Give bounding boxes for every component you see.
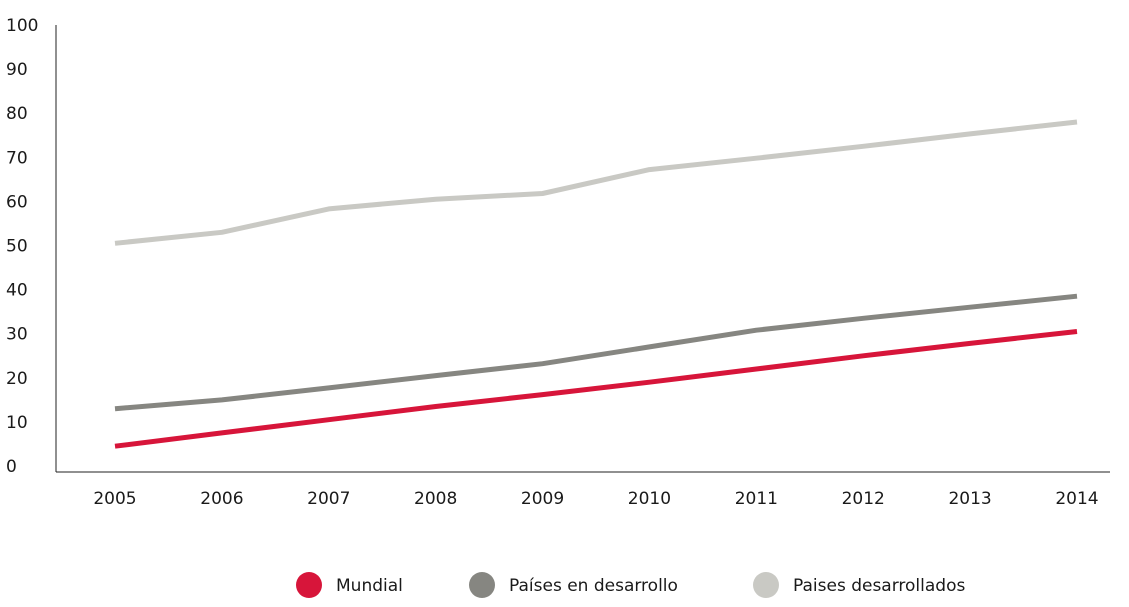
x-tick-label: 2005 [93,489,136,509]
legend-label-3: Paises desarrollados [793,576,965,596]
x-tick-label: 2013 [948,489,991,509]
series-lines [114,119,1078,449]
y-tick-label: 90 [6,60,28,80]
x-tick-label: 2012 [842,489,885,509]
series-line-1 [114,329,1078,449]
y-tick-label: 20 [6,369,28,389]
legend: Mundial Países en desarrollo Paises desarr… [296,572,965,598]
x-tick-label: 2010 [628,489,671,509]
x-tick-label: 2007 [307,489,350,509]
x-tick-label: 2009 [521,489,564,509]
y-tick-label: 40 [6,281,28,301]
legend-label-1: Mundial [336,576,403,596]
x-tick-label: 2014 [1055,489,1098,509]
legend-swatch-2 [469,572,495,598]
legend-label-2: Países en desarrollo [509,576,678,596]
y-tick-label: 10 [6,413,28,433]
y-tick-label: 60 [6,192,28,212]
y-tick-label: 70 [6,148,28,168]
x-tick-label: 2011 [735,489,778,509]
series-line-2 [114,293,1078,412]
legend-swatch-3 [753,572,779,598]
series-line-3 [114,119,1078,246]
y-tick-label: 80 [6,104,28,124]
x-tick-label: 2008 [414,489,457,509]
y-tick-label: 50 [6,237,28,257]
y-axis-tick-labels: 0 10 20 30 40 50 60 70 80 90 100 [6,16,38,477]
y-tick-label: 0 [6,457,17,477]
legend-swatch-1 [296,572,322,598]
x-axis-tick-labels: 2005 2006 2007 2008 2009 2010 2011 2012 2013 2014 [93,489,1098,509]
x-tick-label: 2006 [200,489,243,509]
y-tick-label: 100 [6,16,38,36]
y-tick-label: 30 [6,325,28,345]
